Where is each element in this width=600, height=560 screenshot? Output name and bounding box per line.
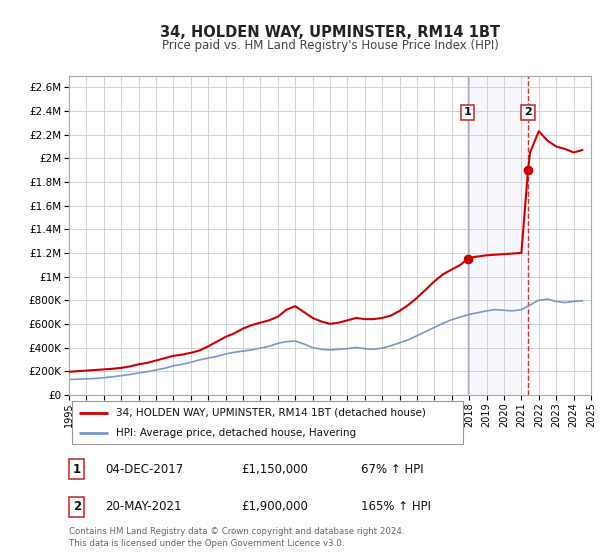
- Text: 67% ↑ HPI: 67% ↑ HPI: [361, 463, 424, 475]
- Text: 2: 2: [524, 108, 532, 117]
- Text: 2: 2: [73, 501, 81, 514]
- Text: Contains HM Land Registry data © Crown copyright and database right 2024.
This d: Contains HM Land Registry data © Crown c…: [69, 527, 404, 548]
- Text: 1: 1: [464, 108, 472, 117]
- Text: 34, HOLDEN WAY, UPMINSTER, RM14 1BT (detached house): 34, HOLDEN WAY, UPMINSTER, RM14 1BT (det…: [116, 408, 426, 418]
- Text: 20-MAY-2021: 20-MAY-2021: [106, 501, 182, 514]
- Text: 04-DEC-2017: 04-DEC-2017: [106, 463, 184, 475]
- Bar: [468, 76, 528, 395]
- Text: 165% ↑ HPI: 165% ↑ HPI: [361, 501, 431, 514]
- FancyBboxPatch shape: [71, 402, 463, 444]
- Text: 34, HOLDEN WAY, UPMINSTER, RM14 1BT: 34, HOLDEN WAY, UPMINSTER, RM14 1BT: [160, 25, 500, 40]
- Text: Price paid vs. HM Land Registry's House Price Index (HPI): Price paid vs. HM Land Registry's House …: [161, 39, 499, 52]
- Text: 1: 1: [73, 463, 81, 475]
- Text: £1,900,000: £1,900,000: [241, 501, 308, 514]
- Text: HPI: Average price, detached house, Havering: HPI: Average price, detached house, Have…: [116, 428, 356, 438]
- Text: £1,150,000: £1,150,000: [241, 463, 308, 475]
